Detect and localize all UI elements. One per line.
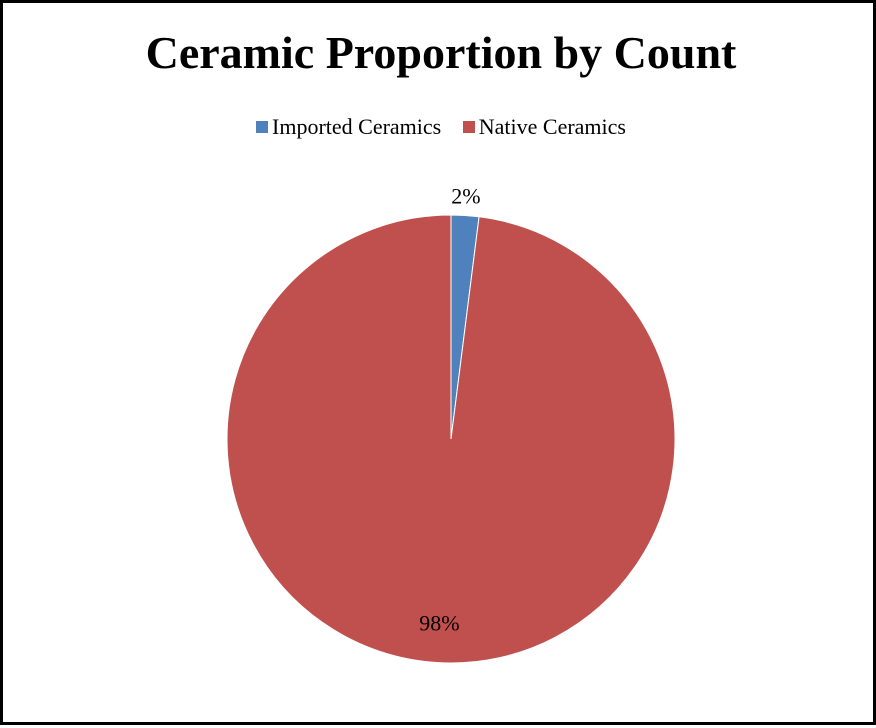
pie-slices: [226, 214, 676, 664]
pie-slice-native-ceramics: [226, 214, 676, 664]
data-label-imported-ceramics: 2%: [451, 183, 480, 208]
legend-label-imported: Imported Ceramics: [272, 114, 442, 139]
legend-item-imported: Imported Ceramics: [256, 114, 441, 140]
legend-swatch-native: [462, 121, 475, 133]
pie-data-labels: 2% 98%: [419, 183, 480, 635]
chart-legend: Imported Ceramics Native Ceramics: [3, 113, 876, 140]
legend-item-native: Native Ceramics: [462, 114, 626, 140]
pie-plot: 2% 98%: [226, 183, 676, 664]
data-label-native-ceramics: 98%: [419, 610, 459, 635]
chart-title: Ceramic Proportion by Count: [145, 27, 737, 78]
legend-swatch-imported: [256, 121, 269, 133]
legend-label-native: Native Ceramics: [478, 114, 626, 139]
